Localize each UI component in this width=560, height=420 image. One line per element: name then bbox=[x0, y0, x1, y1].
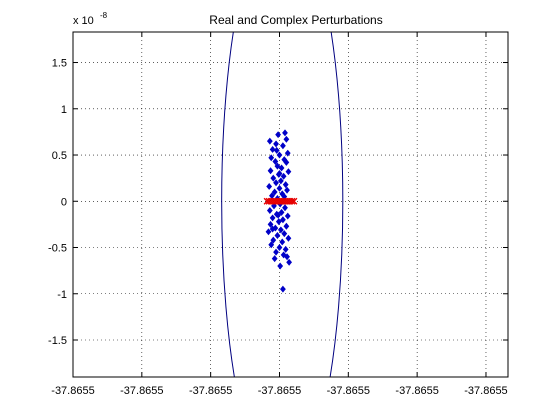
x-tick-label: -37.8655 bbox=[395, 385, 438, 397]
complex-perturbation-point bbox=[279, 238, 286, 246]
complex-perturbation-point bbox=[282, 129, 288, 137]
complex-perturbation-point bbox=[284, 186, 290, 194]
complex-perturbation-point bbox=[268, 241, 275, 249]
complex-perturbation-point bbox=[272, 158, 279, 165]
complex-perturbation-point bbox=[273, 248, 279, 256]
complex-perturbation-point bbox=[266, 207, 273, 214]
complex-perturbation-point bbox=[282, 245, 289, 253]
complex-perturbation-point bbox=[282, 181, 289, 189]
complex-perturbation-point bbox=[276, 170, 283, 177]
complex-perturbation-point bbox=[283, 158, 290, 166]
y-tick-label: 0.5 bbox=[52, 150, 67, 162]
y-tick-label: -0.5 bbox=[48, 243, 67, 255]
chart-title: Real and Complex Perturbations bbox=[209, 13, 382, 27]
complex-perturbation-point bbox=[271, 255, 278, 263]
plot-frame bbox=[72, 31, 509, 378]
real-perturbation-point bbox=[288, 197, 296, 205]
complex-perturbation-point bbox=[269, 225, 276, 233]
x-tick-label: -37.8655 bbox=[327, 385, 370, 397]
complex-perturbation-point bbox=[271, 202, 277, 210]
complex-perturbation-point bbox=[284, 253, 290, 261]
complex-perturbation-point bbox=[276, 184, 283, 192]
x-tick-label: -37.8655 bbox=[258, 385, 301, 397]
complex-perturbation-point bbox=[280, 216, 286, 224]
y-tick-label: 1.5 bbox=[52, 58, 67, 70]
curve-group bbox=[221, 32, 344, 377]
complex-perturbation-point bbox=[275, 218, 282, 226]
complex-perturbation-point bbox=[266, 137, 273, 145]
complex-perturbation-point bbox=[270, 174, 277, 182]
complex-perturbation-point bbox=[277, 226, 284, 234]
complex-perturbation-point bbox=[265, 228, 272, 236]
complex-perturbation-point bbox=[283, 135, 290, 143]
complex-perturbation-point bbox=[284, 212, 291, 220]
complex-perturbation-point bbox=[267, 220, 274, 228]
complex-perturbation-point bbox=[273, 140, 279, 148]
x-tick-label: -37.8655 bbox=[464, 385, 507, 397]
x-tick-label: -37.8655 bbox=[120, 385, 163, 397]
complex-perturbation-point bbox=[275, 131, 282, 139]
complex-perturbation-point bbox=[268, 154, 275, 162]
complex-perturbation-point bbox=[284, 149, 291, 157]
complex-perturbation-point bbox=[286, 258, 293, 266]
complex-perturbation-point bbox=[276, 151, 283, 159]
complex-perturbation-point bbox=[278, 164, 285, 172]
complex-perturbation-point bbox=[269, 145, 276, 153]
complex-perturbation-point bbox=[273, 146, 280, 154]
real-perturbation-point bbox=[290, 197, 298, 205]
complex-perturbation-point bbox=[281, 230, 288, 238]
complex-perturbation-point bbox=[277, 177, 284, 185]
y-exponent-power: -8 bbox=[100, 11, 108, 20]
eigenvalue-curve bbox=[221, 32, 344, 377]
complex-perturbation-point bbox=[267, 167, 274, 175]
complex-perturbation-point bbox=[280, 142, 286, 150]
complex-perturbation-point bbox=[276, 244, 283, 251]
y-tick-label: 0 bbox=[61, 196, 67, 208]
complex-perturbation-point bbox=[282, 204, 288, 212]
complex-perturbation-point bbox=[278, 208, 285, 216]
y-tick-label: -1.5 bbox=[48, 335, 67, 347]
x-tick-label: -37.8655 bbox=[189, 385, 232, 397]
complex-perturbation-point bbox=[274, 162, 281, 170]
complex-perturbation-point bbox=[280, 285, 286, 293]
axis-ticks: -1.5 -1 -0.5 0 0.5 1 1.5 -37.8655 -37.8655 -37.86… bbox=[48, 32, 508, 397]
complex-perturbation-point bbox=[280, 172, 287, 180]
complex-perturbation-point bbox=[271, 188, 278, 196]
complex-perturbation-point bbox=[269, 214, 276, 222]
complex-perturbation-point bbox=[280, 251, 287, 259]
y-exponent-base: x 10 bbox=[73, 15, 94, 27]
data-points bbox=[263, 129, 298, 293]
complex-perturbation-point bbox=[285, 234, 292, 242]
complex-perturbation-point bbox=[266, 182, 273, 190]
complex-perturbation-point bbox=[285, 168, 292, 176]
y-tick-label: -1 bbox=[57, 289, 67, 301]
complex-perturbation-point bbox=[277, 262, 284, 270]
complex-perturbation-point bbox=[273, 179, 279, 187]
complex-perturbation-point bbox=[274, 232, 281, 239]
y-tick-label: 1 bbox=[61, 104, 67, 116]
complex-perturbation-point bbox=[275, 211, 282, 219]
x-tick-label: -37.8655 bbox=[51, 385, 94, 397]
complex-perturbation-point bbox=[270, 236, 277, 244]
complex-perturbation-point bbox=[283, 222, 290, 230]
